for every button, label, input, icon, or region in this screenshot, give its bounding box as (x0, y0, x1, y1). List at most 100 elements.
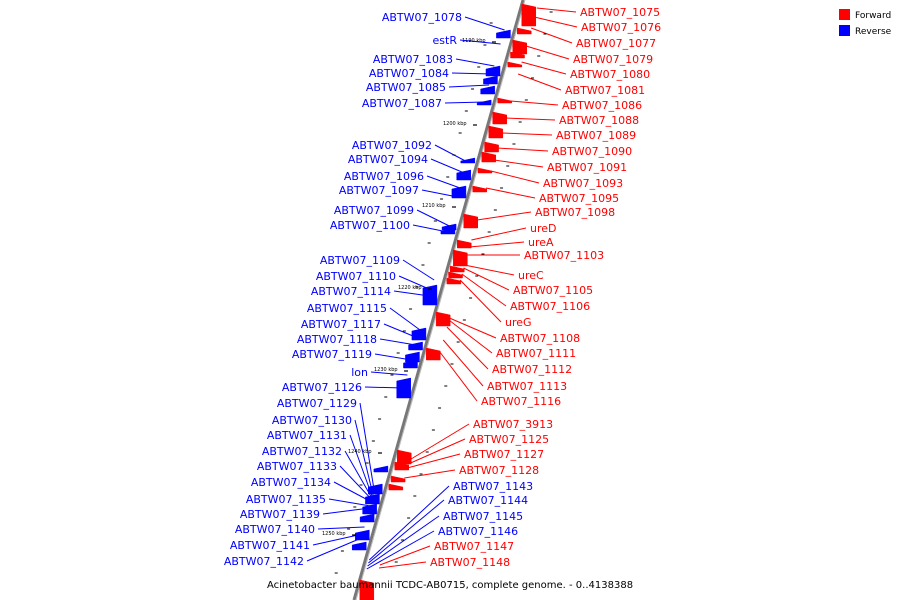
gene-label-abtw07-1119[interactable]: ABTW07_1119 (292, 348, 372, 361)
gene-label-abtw07-1084[interactable]: ABTW07_1084 (369, 67, 449, 80)
gene-label-urea[interactable]: ureA (528, 236, 554, 249)
reverse-gene-shape[interactable] (365, 493, 380, 505)
gene-label-abtw07-1095[interactable]: ABTW07_1095 (539, 192, 619, 205)
gene-label-abtw07-1113[interactable]: ABTW07_1113 (487, 380, 567, 393)
gene-label-abtw07-1098[interactable]: ABTW07_1098 (535, 206, 615, 219)
forward-gene-shape[interactable] (507, 61, 523, 68)
gene-label-abtw07-1086[interactable]: ABTW07_1086 (562, 99, 642, 112)
reverse-gene-shape[interactable] (483, 75, 498, 85)
gene-label-abtw07-1130[interactable]: ABTW07_1130 (272, 414, 352, 427)
reverse-gene-shape[interactable] (373, 465, 389, 473)
reverse-gene-shape[interactable] (451, 185, 467, 199)
gene-label-abtw07-1079[interactable]: ABTW07_1079 (573, 53, 653, 66)
gene-label-abtw07-3913[interactable]: ABTW07_3913 (473, 418, 553, 431)
reverse-gene-shape[interactable] (362, 503, 377, 515)
reverse-gene-shape[interactable] (456, 169, 471, 181)
gene-label-abtw07-1110[interactable]: ABTW07_1110 (316, 270, 396, 283)
gene-label-abtw07-1135[interactable]: ABTW07_1135 (246, 493, 326, 506)
gene-label-abtw07-1097[interactable]: ABTW07_1097 (339, 184, 419, 197)
gene-label-urec[interactable]: ureC (518, 269, 544, 282)
gene-label-abtw07-1090[interactable]: ABTW07_1090 (552, 145, 632, 158)
gene-label-abtw07-1077[interactable]: ABTW07_1077 (576, 37, 656, 50)
gene-label-abtw07-1096[interactable]: ABTW07_1096 (344, 170, 424, 183)
gene-label-abtw07-1148[interactable]: ABTW07_1148 (430, 556, 510, 569)
reverse-gene-shape[interactable] (355, 529, 370, 541)
gene-label-abtw07-1106[interactable]: ABTW07_1106 (510, 300, 590, 313)
gene-label-abtw07-1075[interactable]: ABTW07_1075 (580, 6, 660, 19)
gene-label-abtw07-1129[interactable]: ABTW07_1129 (277, 397, 357, 410)
reverse-gene-shape[interactable] (485, 65, 501, 77)
forward-gene-shape[interactable] (497, 97, 512, 104)
forward-gene-shape[interactable] (397, 449, 412, 465)
gene-label-abtw07-1132[interactable]: ABTW07_1132 (262, 445, 342, 458)
forward-gene-shape[interactable] (521, 3, 537, 27)
gene-label-lon[interactable]: lon (351, 366, 368, 379)
gene-label-abtw07-1078[interactable]: ABTW07_1078 (382, 11, 462, 24)
gene-label-abtw07-1131[interactable]: ABTW07_1131 (267, 429, 347, 442)
gene-label-abtw07-1146[interactable]: ABTW07_1146 (438, 525, 518, 538)
forward-gene-shape[interactable] (388, 483, 404, 491)
forward-gene-shape[interactable] (477, 167, 493, 174)
gene-label-abtw07-1076[interactable]: ABTW07_1076 (581, 21, 661, 34)
reverse-gene-shape[interactable] (396, 377, 411, 399)
gene-label-abtw07-1145[interactable]: ABTW07_1145 (443, 510, 523, 523)
gene-label-estr[interactable]: estR (433, 34, 458, 47)
gene-label-abtw07-1081[interactable]: ABTW07_1081 (565, 84, 645, 97)
forward-gene-shape[interactable] (449, 265, 465, 273)
forward-gene-shape[interactable] (484, 141, 499, 153)
gene-label-abtw07-1128[interactable]: ABTW07_1128 (459, 464, 539, 477)
gene-label-abtw07-1085[interactable]: ABTW07_1085 (366, 81, 446, 94)
gene-label-abtw07-1139[interactable]: ABTW07_1139 (240, 508, 320, 521)
forward-gene-shape[interactable] (426, 347, 441, 361)
gene-label-abtw07-1111[interactable]: ABTW07_1111 (496, 347, 576, 360)
gene-label-abtw07-1088[interactable]: ABTW07_1088 (559, 114, 639, 127)
reverse-gene-shape[interactable] (480, 85, 495, 95)
reverse-gene-shape[interactable] (411, 327, 427, 341)
reverse-gene-shape[interactable] (408, 341, 423, 351)
gene-label-abtw07-1133[interactable]: ABTW07_1133 (257, 460, 337, 473)
gene-label-abtw07-1083[interactable]: ABTW07_1083 (373, 53, 453, 66)
reverse-gene-shape[interactable] (403, 359, 418, 369)
gene-label-abtw07-1114[interactable]: ABTW07_1114 (311, 285, 391, 298)
gene-label-abtw07-1140[interactable]: ABTW07_1140 (235, 523, 315, 536)
gene-label-abtw07-1147[interactable]: ABTW07_1147 (434, 540, 514, 553)
reverse-gene-shape[interactable] (359, 513, 375, 523)
gene-label-abtw07-1089[interactable]: ABTW07_1089 (556, 129, 636, 142)
forward-gene-shape[interactable] (435, 311, 451, 327)
gene-label-abtw07-1144[interactable]: ABTW07_1144 (448, 494, 528, 507)
forward-gene-shape[interactable] (510, 51, 525, 59)
forward-gene-shape[interactable] (390, 475, 406, 483)
reverse-gene-shape[interactable] (422, 284, 438, 306)
reverse-gene-shape[interactable] (440, 227, 456, 235)
gene-label-abtw07-1092[interactable]: ABTW07_1092 (352, 139, 432, 152)
gene-label-abtw07-1094[interactable]: ABTW07_1094 (348, 153, 428, 166)
gene-label-abtw07-1125[interactable]: ABTW07_1125 (469, 433, 549, 446)
gene-label-abtw07-1116[interactable]: ABTW07_1116 (481, 395, 561, 408)
gene-label-abtw07-1087[interactable]: ABTW07_1087 (362, 97, 442, 110)
gene-label-abtw07-1142[interactable]: ABTW07_1142 (224, 555, 304, 568)
forward-gene-shape[interactable] (463, 213, 479, 229)
gene-label-ured[interactable]: ureD (530, 222, 557, 235)
gene-label-abtw07-1134[interactable]: ABTW07_1134 (251, 476, 331, 489)
gene-label-abtw07-1127[interactable]: ABTW07_1127 (464, 448, 544, 461)
forward-gene-shape[interactable] (488, 125, 504, 139)
forward-gene-shape[interactable] (512, 39, 528, 55)
forward-gene-shape[interactable] (481, 151, 497, 163)
gene-label-abtw07-1108[interactable]: ABTW07_1108 (500, 332, 580, 345)
reverse-gene-shape[interactable] (405, 351, 420, 363)
gene-label-abtw07-1126[interactable]: ABTW07_1126 (282, 381, 362, 394)
gene-label-abtw07-1112[interactable]: ABTW07_1112 (492, 363, 572, 376)
gene-label-abtw07-1100[interactable]: ABTW07_1100 (330, 219, 410, 232)
reverse-gene-shape[interactable] (476, 99, 492, 106)
forward-gene-shape[interactable] (448, 271, 463, 279)
gene-label-abtw07-1117[interactable]: ABTW07_1117 (301, 318, 381, 331)
forward-gene-shape[interactable] (492, 111, 508, 125)
gene-label-abtw07-1099[interactable]: ABTW07_1099 (334, 204, 414, 217)
reverse-gene-shape[interactable] (460, 157, 476, 164)
reverse-gene-shape[interactable] (496, 29, 511, 39)
gene-label-abtw07-1141[interactable]: ABTW07_1141 (230, 539, 310, 552)
gene-label-abtw07-1093[interactable]: ABTW07_1093 (543, 177, 623, 190)
gene-label-abtw07-1109[interactable]: ABTW07_1109 (320, 254, 400, 267)
gene-label-ureg[interactable]: ureG (505, 316, 532, 329)
forward-gene-shape[interactable] (457, 239, 472, 249)
